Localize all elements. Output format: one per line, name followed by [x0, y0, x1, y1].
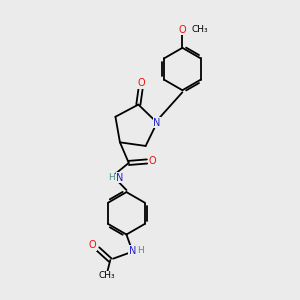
Text: N: N	[129, 246, 136, 256]
Text: H: H	[108, 173, 115, 182]
Text: H: H	[137, 246, 144, 255]
Text: O: O	[148, 157, 156, 166]
Text: O: O	[137, 78, 145, 88]
Text: CH₃: CH₃	[99, 271, 116, 280]
Text: N: N	[116, 173, 124, 183]
Text: O: O	[178, 25, 186, 34]
Text: CH₃: CH₃	[192, 25, 208, 34]
Text: N: N	[153, 118, 161, 128]
Text: O: O	[89, 240, 96, 250]
